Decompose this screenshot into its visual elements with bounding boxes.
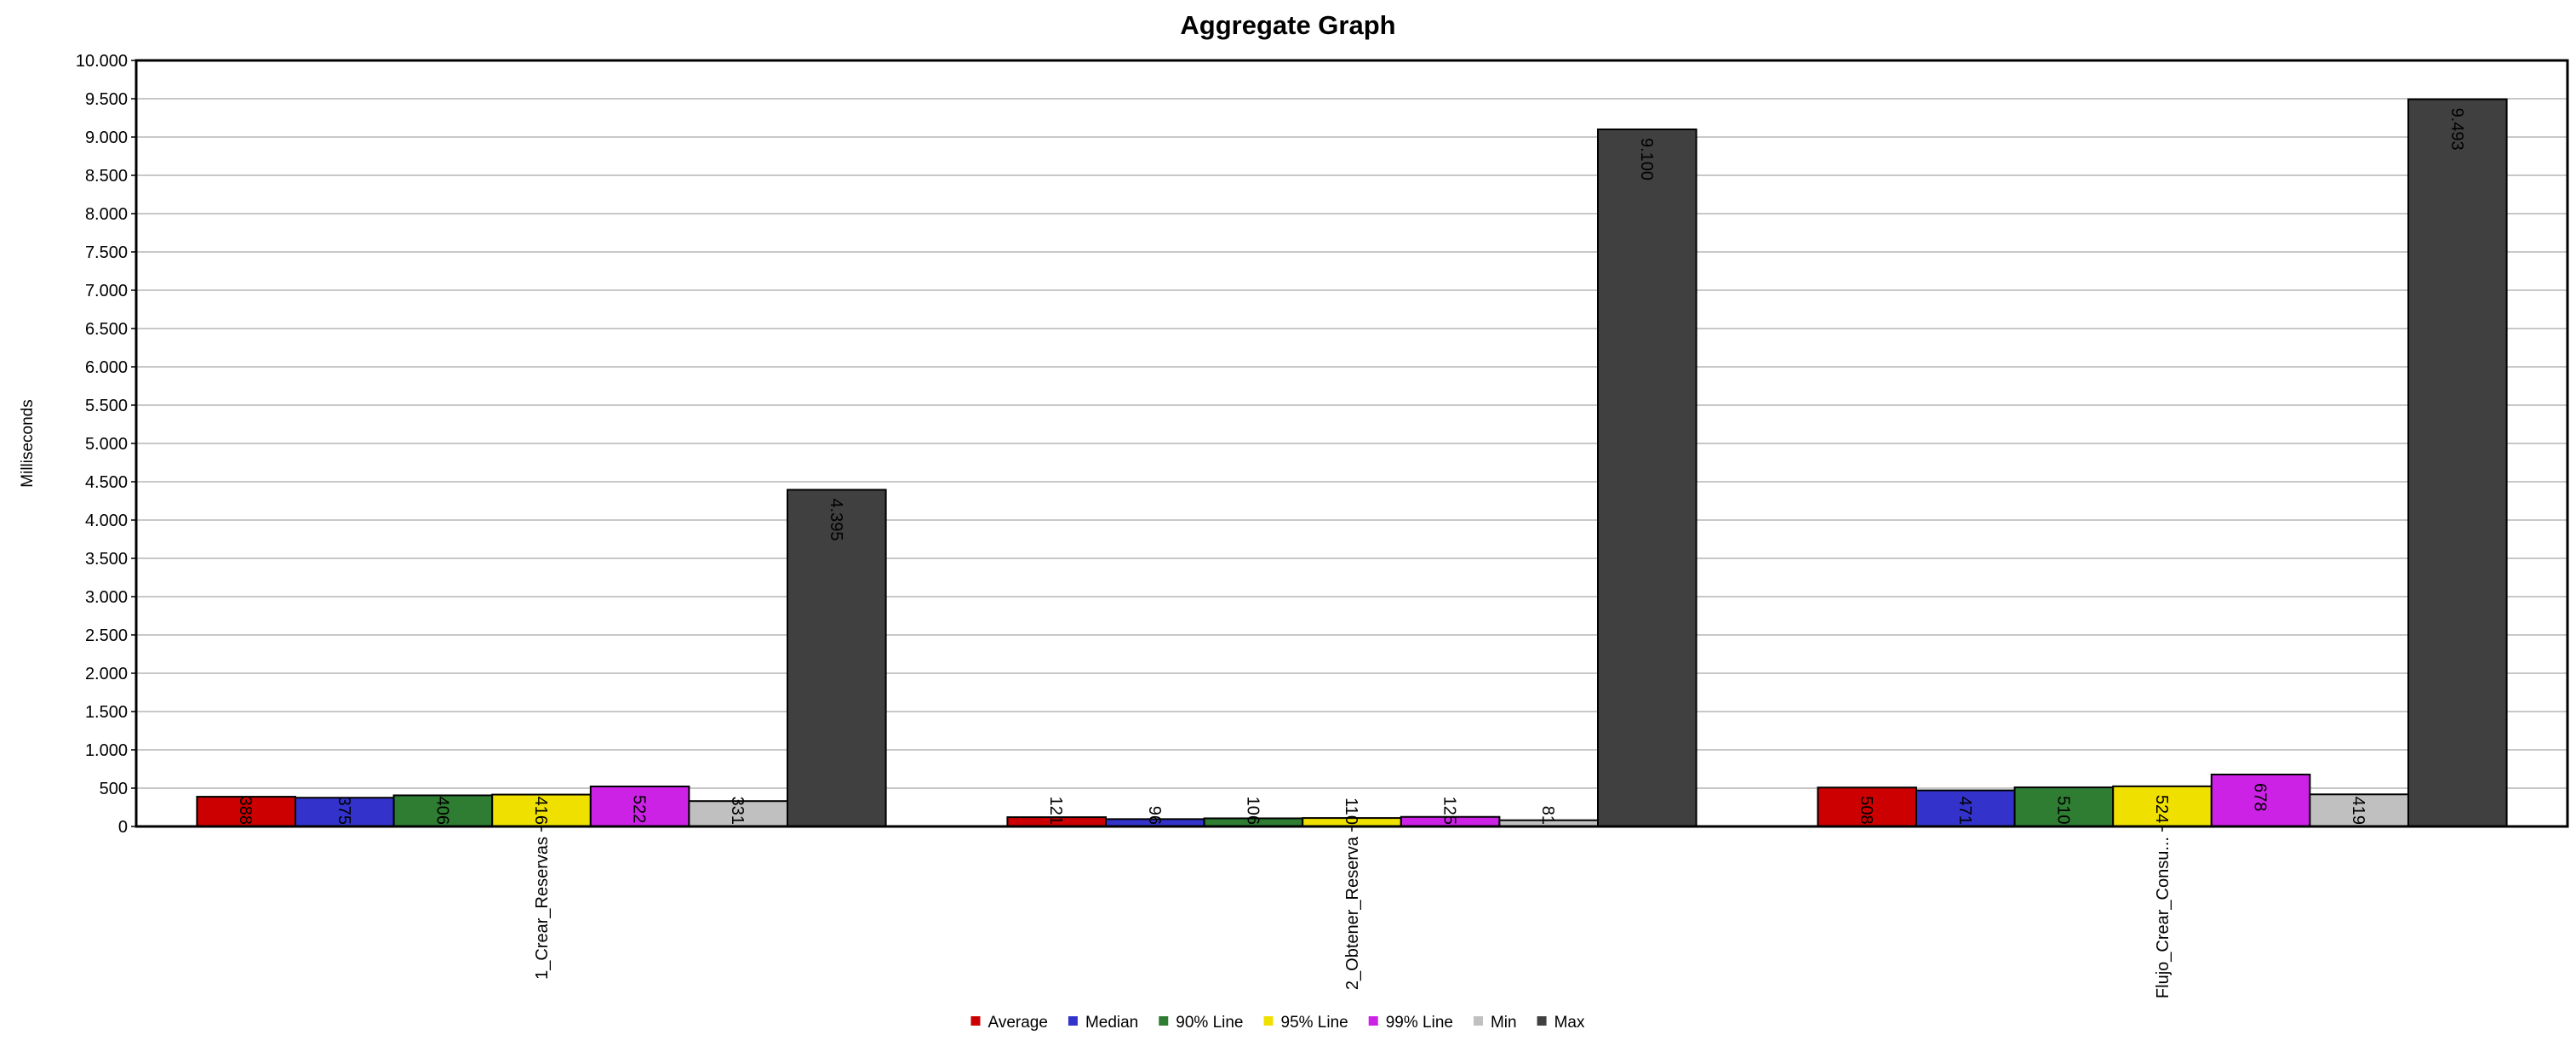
y-tick-label: 1.500 — [85, 703, 128, 722]
legend-swatch — [1368, 1016, 1378, 1026]
x-tick-label: 2_Obtener_Reserva — [1343, 836, 1362, 990]
data-label: 508 — [1857, 796, 1875, 824]
data-label: 331 — [728, 797, 747, 825]
y-tick-label: 3.500 — [85, 550, 128, 569]
data-label: 121 — [1046, 797, 1065, 825]
y-tick-label: 9.000 — [85, 129, 128, 147]
bar — [787, 489, 887, 827]
data-label: 522 — [630, 795, 649, 823]
legend-label: Average — [988, 1014, 1048, 1032]
data-label: 419 — [2349, 797, 2367, 825]
data-label: 678 — [2251, 783, 2270, 811]
legend-label: Max — [1554, 1014, 1585, 1032]
legend-swatch — [1263, 1016, 1274, 1026]
y-tick-label: 2.500 — [85, 626, 128, 645]
legend-label: 99% Line — [1386, 1014, 1453, 1032]
data-label: 416 — [531, 797, 550, 825]
legend-swatch — [970, 1016, 981, 1026]
bar — [2112, 785, 2212, 828]
x-tick-label: Flujo_Crear_Consu... — [2154, 837, 2172, 998]
bar — [688, 800, 789, 828]
y-tick-label: 7.500 — [85, 243, 128, 262]
bar — [196, 796, 296, 828]
y-tick-label: 8.500 — [85, 167, 128, 186]
data-label: 4.395 — [827, 498, 845, 540]
data-label: 96 — [1145, 806, 1164, 825]
data-label: 106 — [1243, 797, 1262, 825]
data-label: 110 — [1342, 798, 1360, 825]
legend-swatch — [1068, 1016, 1078, 1026]
legend-swatch — [1473, 1016, 1483, 1026]
data-label: 9.493 — [2447, 108, 2466, 151]
legend-label: 90% Line — [1176, 1014, 1243, 1032]
bar — [1915, 789, 2016, 827]
data-label: 388 — [236, 797, 255, 825]
chart-title: Aggregate Graph — [1180, 10, 1395, 40]
data-label: 125 — [1440, 797, 1459, 825]
y-tick-label: 10.000 — [76, 52, 128, 71]
bar — [392, 794, 494, 828]
y-tick-label: 1.000 — [85, 741, 128, 760]
y-tick-label: 4.000 — [85, 512, 128, 530]
y-tick-label: 0 — [118, 818, 128, 837]
legend-swatch — [1159, 1016, 1169, 1026]
data-label: 9.100 — [1637, 138, 1656, 180]
data-label: 81 — [1538, 806, 1557, 825]
x-tick-label: 1_Crear_Reservas — [533, 837, 552, 980]
y-tick-label: 8.000 — [85, 205, 128, 224]
bar — [1817, 786, 1917, 828]
legend-label: Median — [1085, 1014, 1138, 1032]
data-label: 524 — [2152, 795, 2171, 823]
bar — [491, 793, 592, 827]
bar — [1597, 129, 1697, 827]
y-tick-label: 6.500 — [85, 320, 128, 339]
y-tick-label: 2.000 — [85, 665, 128, 683]
y-tick-label: 7.000 — [85, 282, 128, 300]
y-tick-label: 500 — [100, 780, 128, 798]
bar — [2013, 786, 2115, 827]
plot-border — [135, 59, 2569, 828]
y-tick-label: 4.500 — [85, 473, 128, 492]
data-label: 471 — [1955, 797, 1974, 825]
data-label: 375 — [335, 797, 353, 825]
legend-swatch — [1537, 1016, 1547, 1026]
bar — [2407, 98, 2508, 827]
y-tick-label: 5.000 — [85, 435, 128, 454]
y-axis-label: Milliseconds — [19, 399, 37, 487]
y-tick-label: 5.500 — [85, 397, 128, 415]
data-label: 406 — [432, 797, 451, 825]
legend-label: Min — [1491, 1014, 1517, 1032]
bar — [589, 786, 690, 828]
y-tick-label: 3.000 — [85, 588, 128, 607]
y-tick-label: 6.000 — [85, 358, 128, 377]
data-label: 510 — [2053, 796, 2072, 824]
y-tick-label: 9.500 — [85, 90, 128, 109]
bar — [2210, 773, 2311, 827]
legend-label: 95% Line — [1281, 1014, 1348, 1032]
